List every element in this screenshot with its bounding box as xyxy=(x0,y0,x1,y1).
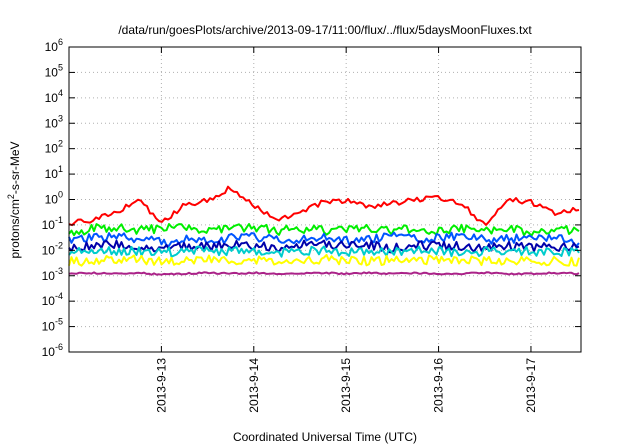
y-tick-base: 10 xyxy=(45,167,59,181)
y-axis-label-prefix: protons/cm xyxy=(8,199,22,258)
y-tick-exponent: 2 xyxy=(58,139,63,149)
axes: 10-610-510-410-310-210-11001011021031041… xyxy=(42,37,581,413)
y-tick-exponent: -4 xyxy=(55,291,63,301)
chart-title: /data/run/goesPlots/archive/2013-09-17/1… xyxy=(118,23,532,37)
series-line xyxy=(68,185,580,227)
y-tick-base: 10 xyxy=(42,218,56,232)
y-tick-base: 10 xyxy=(45,91,59,105)
y-axis-label-superscript: 2 xyxy=(6,194,16,199)
series-line xyxy=(68,231,580,247)
y-tick-base: 10 xyxy=(42,243,56,257)
y-tick-label: 106 xyxy=(45,37,63,54)
y-tick-label: 10-6 xyxy=(42,342,63,359)
x-tick-label: 2013-9-16 xyxy=(432,358,446,413)
y-tick-label: 103 xyxy=(45,113,63,130)
series-layer xyxy=(68,185,580,276)
grid xyxy=(69,47,581,352)
series-line xyxy=(68,245,580,258)
y-tick-exponent: -2 xyxy=(55,240,63,250)
y-tick-label: 10-5 xyxy=(42,317,63,334)
x-tick-label: 2013-9-17 xyxy=(524,358,538,413)
y-tick-label: 100 xyxy=(45,190,63,207)
y-tick-base: 10 xyxy=(45,65,59,79)
y-tick-label: 10-3 xyxy=(42,266,63,283)
series-line xyxy=(68,239,580,254)
y-tick-exponent: -3 xyxy=(55,266,63,276)
y-tick-exponent: -1 xyxy=(55,215,63,225)
y-tick-label: 105 xyxy=(45,62,63,79)
y-tick-label: 10-1 xyxy=(42,215,63,232)
y-tick-exponent: 0 xyxy=(58,190,63,200)
y-tick-base: 10 xyxy=(45,116,59,130)
series-line xyxy=(68,253,580,267)
y-tick-base: 10 xyxy=(42,320,56,334)
y-tick-base: 10 xyxy=(45,142,59,156)
y-axis-label-suffix: -s-sr-MeV xyxy=(8,141,22,194)
y-tick-label: 10-2 xyxy=(42,240,63,257)
y-tick-label: 101 xyxy=(45,164,63,181)
y-tick-exponent: -5 xyxy=(55,317,63,327)
y-tick-base: 10 xyxy=(42,269,56,283)
x-axis-label: Coordinated Universal Time (UTC) xyxy=(233,430,417,444)
y-tick-label: 102 xyxy=(45,139,63,156)
y-tick-exponent: -6 xyxy=(55,342,63,352)
y-tick-exponent: 3 xyxy=(58,113,63,123)
x-tick-label: 2013-9-14 xyxy=(247,358,261,413)
x-tick-label: 2013-9-13 xyxy=(154,358,168,413)
y-tick-exponent: 6 xyxy=(58,37,63,47)
y-tick-base: 10 xyxy=(42,294,56,308)
y-tick-exponent: 1 xyxy=(58,164,63,174)
series-line xyxy=(68,271,580,276)
y-tick-exponent: 5 xyxy=(58,62,63,72)
y-tick-base: 10 xyxy=(42,345,56,359)
series-line xyxy=(68,223,580,237)
y-axis-label: protons/cm2-s-sr-MeV xyxy=(6,141,22,258)
y-tick-exponent: 4 xyxy=(58,88,63,98)
y-tick-label: 10-4 xyxy=(42,291,63,308)
y-tick-base: 10 xyxy=(45,40,59,54)
y-tick-label: 104 xyxy=(45,88,63,105)
y-tick-base: 10 xyxy=(45,193,59,207)
x-tick-label: 2013-9-15 xyxy=(339,358,353,413)
